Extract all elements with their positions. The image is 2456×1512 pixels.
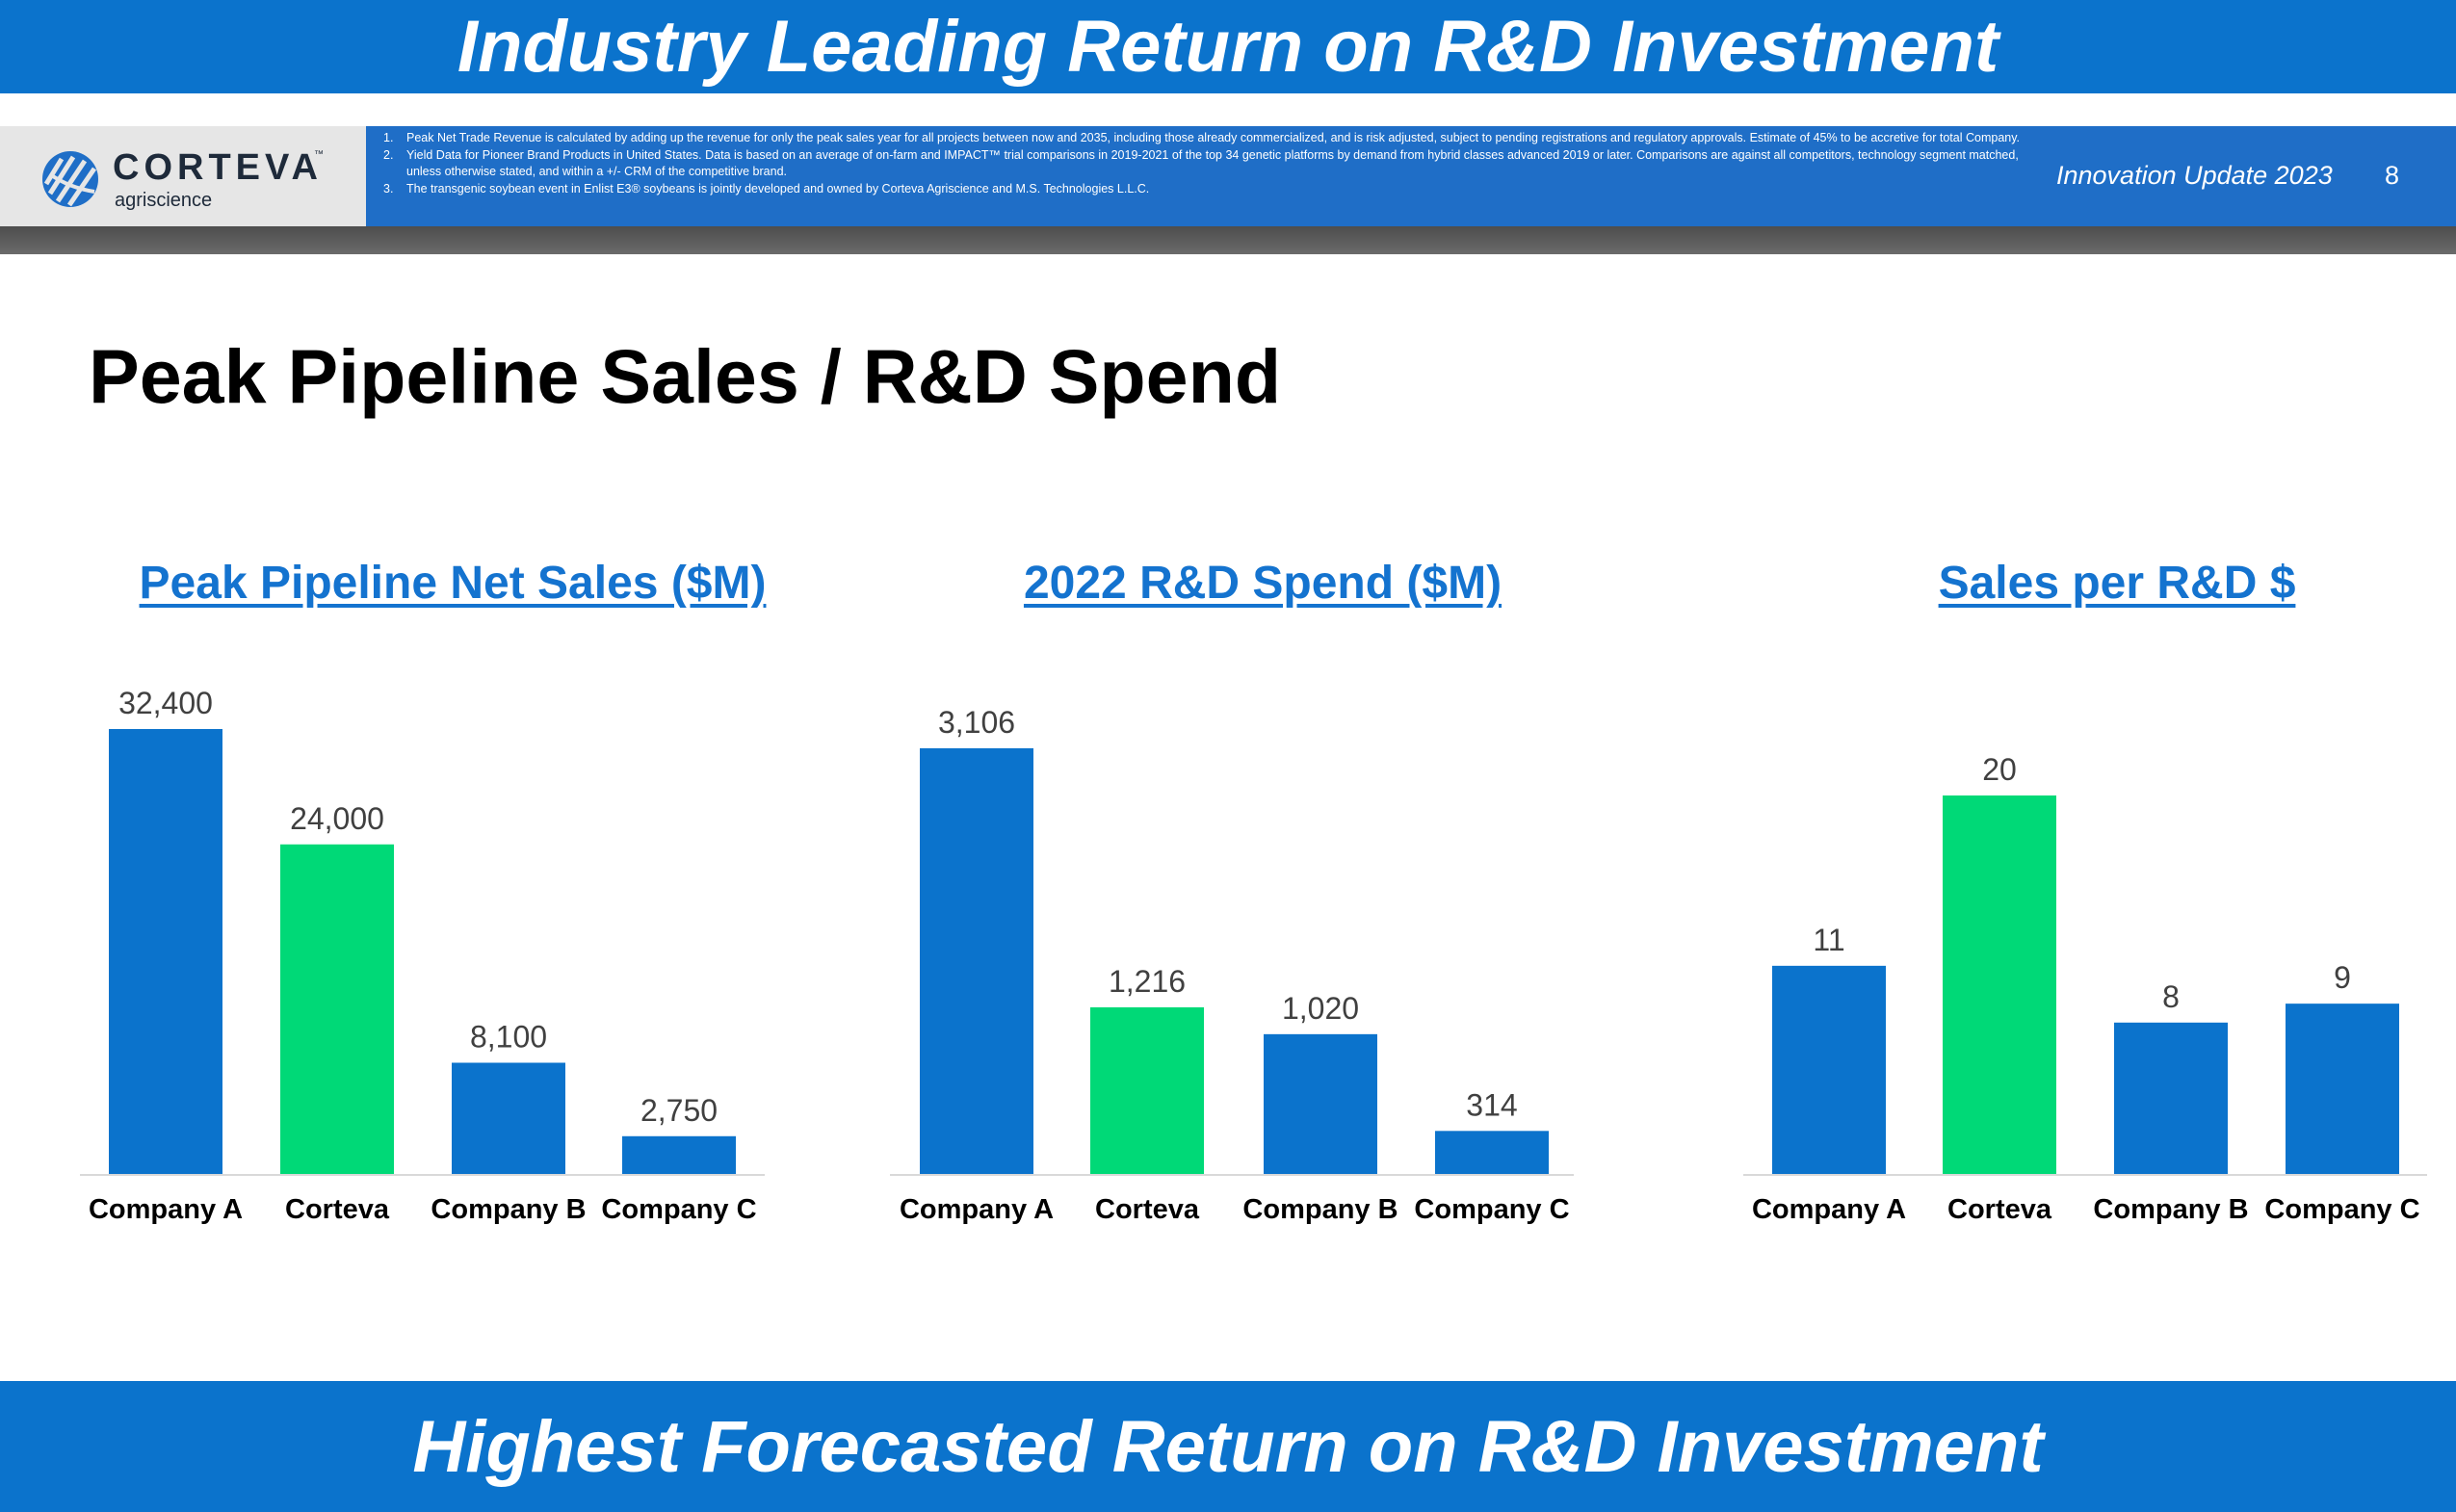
category-label-corteva: Corteva [1947, 1194, 2052, 1225]
value-label-corteva: 1,216 [1109, 964, 1186, 999]
value-label-corteva: 24,000 [290, 801, 384, 836]
chart-title-sales-per-rd: Sales per R&D $ [1938, 558, 2296, 609]
value-label-company-b: 1,020 [1282, 991, 1359, 1026]
footnotes: 1. Peak Net Trade Revenue is calculated … [383, 130, 2040, 197]
bar-corteva [1090, 1006, 1204, 1174]
bar-company-a [920, 748, 1033, 1174]
chart-3: 11 Company A 20 Corteva 8 Company B 9 Company C [1743, 752, 2427, 1225]
bottom-banner: Highest Forecasted Return on R&D Investm… [0, 1381, 2456, 1512]
value-label-company-b: 8 [2162, 979, 2180, 1014]
footnote-item: 3. The transgenic soybean event in Enlis… [383, 181, 2040, 198]
category-label-company-b: Company B [431, 1194, 586, 1225]
chart-2: 3,106 Company A 1,216 Corteva 1,020 Company B… [890, 705, 1574, 1225]
footnote-number: 1. [383, 131, 394, 144]
category-label-company-c: Company C [601, 1194, 756, 1225]
category-label-company-a: Company A [89, 1194, 243, 1225]
logo-subtitle: agriscience [115, 190, 213, 211]
footnote-item: 2. Yield Data for Pioneer Brand Products… [383, 147, 2040, 181]
value-label-company-c: 314 [1466, 1087, 1517, 1122]
slide-title: Peak Pipeline Sales / R&D Spend [89, 333, 1282, 419]
bar-company-b [452, 1062, 565, 1174]
footnote-number: 3. [383, 181, 394, 196]
top-banner-title: Industry Leading Return on R&D Investmen… [457, 6, 1999, 88]
value-label-company-a: 32,400 [118, 686, 213, 720]
category-label-company-b: Company B [1242, 1194, 1398, 1225]
category-label-company-c: Company C [1414, 1194, 1569, 1225]
value-label-company-c: 2,750 [640, 1093, 718, 1128]
footnote-text: The transgenic soybean event in Enlist E… [406, 181, 1150, 196]
logo-trademark: ™ [314, 149, 324, 160]
bar-company-b [1264, 1033, 1377, 1174]
footnote-text: Yield Data for Pioneer Brand Products in… [406, 147, 2019, 179]
chart-1: 32,400 Company A 24,000 Corteva 8,100 Company… [80, 686, 765, 1225]
bar-company-c [2286, 1004, 2399, 1174]
bar-corteva [1943, 795, 2056, 1174]
divider-band [0, 226, 2456, 254]
footnote-number: 2. [383, 147, 394, 162]
bottom-banner-title: Highest Forecasted Return on R&D Investm… [412, 1405, 2044, 1488]
top-banner: Industry Leading Return on R&D Investmen… [0, 0, 2456, 93]
logo-wordmark: CORTEVA [113, 147, 323, 188]
footnote-item: 1. Peak Net Trade Revenue is calculated … [383, 130, 2040, 147]
bar-company-c [622, 1135, 736, 1174]
category-label-company-a: Company A [1752, 1194, 1906, 1225]
category-label-company-c: Company C [2264, 1194, 2419, 1225]
value-label-company-a: 11 [1813, 923, 1844, 957]
footnote-text: Peak Net Trade Revenue is calculated by … [406, 131, 2021, 144]
corteva-logo-icon [42, 151, 98, 207]
category-label-company-a: Company A [900, 1194, 1054, 1225]
category-label-corteva: Corteva [285, 1194, 390, 1225]
value-label-company-a: 3,106 [938, 705, 1015, 740]
info-bar: CORTEVA ™ agriscience 1. Peak Net Trade … [0, 126, 2456, 226]
value-label-company-b: 8,100 [470, 1020, 547, 1055]
value-label-corteva: 20 [1982, 752, 2017, 787]
page-number: 8 [2385, 161, 2400, 190]
presentation-label: Innovation Update 2023 [2056, 161, 2333, 190]
bar-company-a [1772, 965, 1886, 1174]
corteva-logo: CORTEVA ™ agriscience [0, 126, 366, 226]
bar-company-c [1435, 1131, 1549, 1174]
value-label-company-c: 9 [2334, 960, 2351, 995]
category-label-corteva: Corteva [1095, 1194, 1200, 1225]
chart-title-peak-sales: Peak Pipeline Net Sales ($M) [139, 558, 767, 609]
bar-corteva [280, 844, 394, 1174]
header-gap [0, 93, 2456, 126]
category-label-company-b: Company B [2093, 1194, 2248, 1225]
bar-company-b [2114, 1022, 2228, 1174]
bar-company-a [109, 729, 222, 1174]
chart-title-rd-spend: 2022 R&D Spend ($M) [1023, 558, 1502, 609]
bar-charts: 32,400 Company A 24,000 Corteva 8,100 Company… [80, 686, 2427, 1225]
